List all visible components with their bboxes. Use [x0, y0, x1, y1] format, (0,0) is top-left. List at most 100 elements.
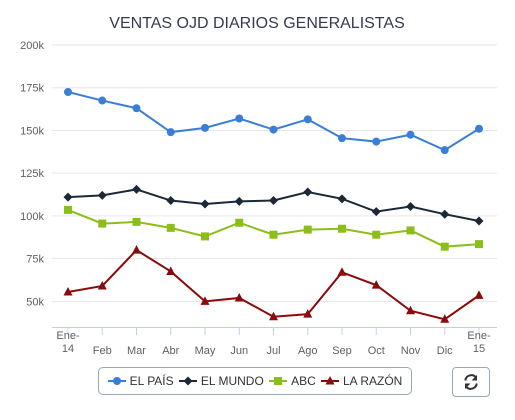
y-tick-label: 100k	[20, 211, 44, 223]
legend-marker	[274, 377, 283, 385]
data-point[interactable]	[98, 96, 107, 105]
y-tick-label: 150k	[20, 125, 44, 137]
x-axis-ticks: Ene-14 Feb Mar Abr May Jun Jul Ago Sep Oct Nov Dic E…	[56, 327, 491, 357]
data-point[interactable]	[235, 218, 244, 227]
chart-title: VENTAS OJD DIARIOS GENERALISTAS	[109, 15, 404, 32]
x-tick-label: Ago	[298, 345, 318, 357]
series-lines	[63, 88, 484, 323]
data-point[interactable]	[98, 219, 107, 228]
data-point[interactable]	[132, 217, 141, 226]
x-tick-label: Ene-14	[56, 330, 80, 355]
legend-symbol	[107, 377, 126, 385]
legend-symbol	[178, 376, 197, 386]
data-point[interactable]	[406, 305, 415, 315]
data-point[interactable]	[372, 230, 381, 239]
data-point[interactable]	[406, 130, 415, 139]
x-tick-label: Mar	[127, 345, 146, 357]
legend-marker	[325, 376, 335, 385]
data-point[interactable]	[132, 104, 141, 113]
y-tick-label: 75k	[26, 254, 44, 266]
x-tick-label: Abr	[162, 345, 179, 357]
legend-item[interactable]: LA RAZÓN	[321, 374, 402, 388]
data-point[interactable]	[440, 209, 450, 219]
legend-label: EL MUNDO	[200, 374, 264, 388]
data-point[interactable]	[475, 240, 483, 249]
series-abc	[64, 205, 483, 251]
data-point[interactable]	[97, 190, 107, 200]
legend-label: LA RAZÓN	[343, 374, 403, 388]
refresh-button[interactable]	[452, 367, 490, 397]
legend-item[interactable]: ABC	[269, 374, 316, 388]
data-point[interactable]	[338, 134, 346, 143]
data-point[interactable]	[166, 196, 176, 206]
legend-item[interactable]: EL MUNDO	[178, 374, 264, 388]
legend-symbol	[269, 377, 288, 385]
chart-legend: EL PAÍS EL MUNDO ABC LA RAZÓN	[98, 367, 412, 395]
data-point[interactable]	[63, 286, 73, 296]
x-tick-label: Dic	[437, 345, 453, 357]
data-point[interactable]	[440, 146, 449, 155]
y-tick-label: 175k	[20, 83, 44, 95]
refresh-icon	[464, 374, 478, 390]
x-tick-label: Jun	[230, 345, 248, 357]
data-point[interactable]	[200, 296, 210, 305]
data-point[interactable]	[440, 314, 450, 323]
legend-label: ABC	[291, 374, 316, 388]
data-point[interactable]	[166, 266, 176, 275]
data-point[interactable]	[166, 223, 175, 232]
data-point[interactable]	[269, 230, 278, 239]
data-point[interactable]	[234, 196, 244, 206]
data-point[interactable]	[64, 88, 72, 96]
data-point[interactable]	[201, 232, 209, 241]
data-point[interactable]	[200, 199, 210, 209]
x-tick-label: Ene-15	[467, 330, 491, 355]
data-point[interactable]	[406, 202, 415, 212]
data-point[interactable]	[269, 196, 278, 206]
legend-symbol	[321, 376, 339, 385]
x-tick-label: Sep	[332, 345, 352, 357]
x-tick-label: Nov	[401, 345, 421, 357]
x-tick-label: May	[195, 345, 216, 357]
data-point[interactable]	[97, 280, 107, 290]
data-point[interactable]	[303, 187, 313, 197]
data-point[interactable]	[406, 226, 415, 235]
data-point[interactable]	[338, 224, 346, 233]
data-point[interactable]	[234, 292, 244, 302]
data-point[interactable]	[371, 207, 381, 217]
series-el-pa-s	[64, 88, 483, 155]
data-point[interactable]	[166, 128, 175, 137]
legend-label: EL PAÍS	[129, 374, 174, 388]
x-tick-label: Feb	[93, 345, 112, 357]
data-point[interactable]	[269, 125, 278, 134]
legend-marker	[183, 376, 193, 386]
data-point[interactable]	[372, 137, 381, 146]
data-point[interactable]	[337, 194, 347, 204]
grid-lines	[52, 44, 497, 302]
data-point[interactable]	[132, 245, 141, 254]
data-point[interactable]	[474, 290, 484, 299]
series-line[interactable]	[67, 248, 480, 321]
data-point[interactable]	[269, 311, 278, 321]
y-tick-label: 125k	[20, 168, 44, 180]
data-point[interactable]	[337, 267, 347, 276]
y-tick-label: 200k	[20, 40, 44, 52]
legend-item[interactable]: EL PAÍS	[107, 374, 174, 388]
data-point[interactable]	[303, 115, 312, 124]
series-la-raz-n	[63, 245, 484, 323]
data-point[interactable]	[235, 114, 244, 123]
data-point[interactable]	[475, 124, 483, 133]
data-point[interactable]	[371, 280, 381, 289]
series-el-mundo	[63, 184, 484, 226]
data-point[interactable]	[132, 184, 141, 194]
x-tick-label: Oct	[368, 345, 385, 357]
data-point[interactable]	[64, 205, 72, 214]
data-point[interactable]	[474, 216, 484, 226]
data-point[interactable]	[303, 309, 313, 318]
data-point[interactable]	[63, 192, 73, 202]
data-point[interactable]	[440, 242, 449, 251]
x-tick-label: Jul	[266, 345, 280, 357]
data-point[interactable]	[303, 225, 312, 234]
series-line[interactable]	[67, 91, 480, 152]
data-point[interactable]	[201, 123, 209, 132]
